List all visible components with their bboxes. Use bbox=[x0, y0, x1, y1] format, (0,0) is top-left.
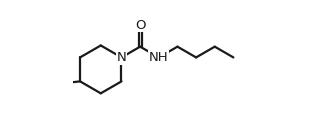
Text: N: N bbox=[116, 51, 126, 64]
Text: O: O bbox=[135, 19, 145, 32]
Text: NH: NH bbox=[149, 51, 169, 64]
